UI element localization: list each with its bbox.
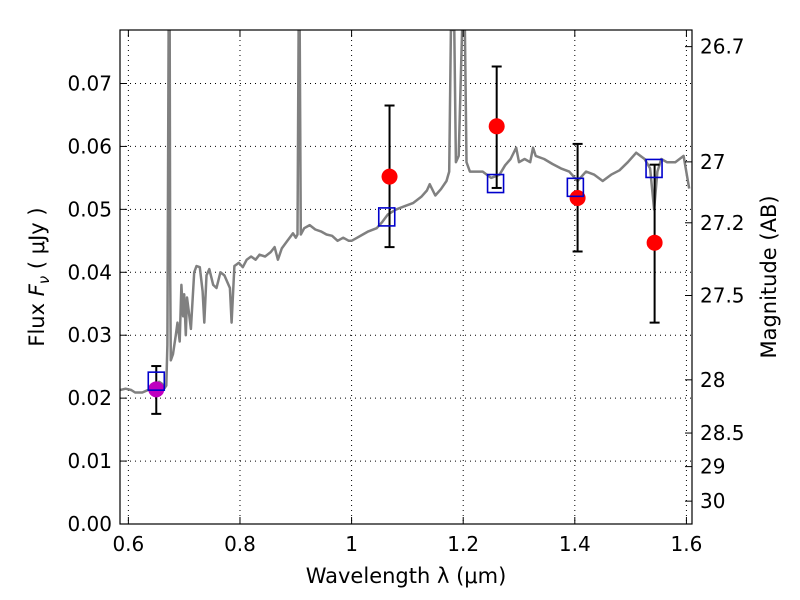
observed-point-0 [148, 381, 165, 398]
magnitude-tick-label-5: 28.5 [700, 421, 745, 445]
x-tick-label-5: 1.6 [671, 532, 703, 556]
y-tick-label-2: 0.02 [67, 386, 112, 410]
y-axis-label: Flux Fν ( μJy ) [25, 207, 53, 346]
x-tick-label-4: 1.4 [559, 532, 591, 556]
x-tick-label-3: 1.2 [447, 532, 479, 556]
y-tick-label-3: 0.03 [67, 323, 112, 347]
magnitude-tick-label-7: 30 [700, 489, 725, 513]
observed-point-1 [381, 168, 398, 185]
y-axis-label-subscript: ν [35, 276, 53, 284]
grid [120, 30, 692, 524]
y-tick-label-5: 0.05 [67, 197, 112, 221]
magnitude-tick-label-3: 27.5 [700, 284, 745, 308]
right-axis-label: Magnitude (AB) [757, 195, 781, 358]
y-tick-label-6: 0.06 [67, 134, 112, 158]
model-spectrum-line [120, 30, 691, 394]
model-point-1 [377, 207, 396, 227]
magnitude-tick-label-1: 27 [700, 150, 725, 174]
y-tick-label-0: 0.00 [67, 512, 112, 536]
observed-point-4 [646, 234, 663, 251]
model-point-4 [645, 158, 663, 179]
magnitude-tick-label-2: 27.2 [700, 211, 745, 235]
y-tick-label-4: 0.04 [67, 260, 112, 284]
model-point-2 [486, 173, 505, 194]
x-tick-label-1: 0.8 [224, 532, 256, 556]
x-tick-label-2: 1 [345, 532, 358, 556]
y-axis-label-symbol: F [25, 283, 49, 296]
observed-point-2 [488, 118, 505, 135]
x-axis-ticks: 0.6 0.8 1 1.2 1.4 1.6 [112, 30, 702, 556]
y-axis-label-units: ( μJy ) [25, 207, 49, 275]
y-tick-label-1: 0.01 [67, 449, 112, 473]
observed-point-3 [569, 190, 586, 207]
y-tick-label-7: 0.07 [67, 71, 112, 95]
model-point-3 [566, 177, 585, 198]
model-points [147, 158, 663, 391]
y-axis-label-prefix: Flux [25, 296, 49, 346]
y-axis-ticks: 0.00 0.01 0.02 0.03 0.04 0.05 0.06 0.07 [67, 71, 127, 536]
magnitude-tick-label-0: 26.7 [700, 35, 745, 59]
x-tick-label-0: 0.6 [112, 532, 144, 556]
magnitude-axis-ticks: 26.7 27 27.2 27.5 28 28.5 29 30 [685, 35, 745, 513]
model-point-0 [147, 371, 166, 391]
observed-points [148, 118, 663, 398]
magnitude-tick-label-4: 28 [700, 368, 725, 392]
plot-frame [119, 29, 693, 525]
x-axis-label: Wavelength λ (μm) [306, 564, 507, 588]
error-bars [151, 65, 660, 415]
magnitude-tick-label-6: 29 [700, 455, 725, 479]
